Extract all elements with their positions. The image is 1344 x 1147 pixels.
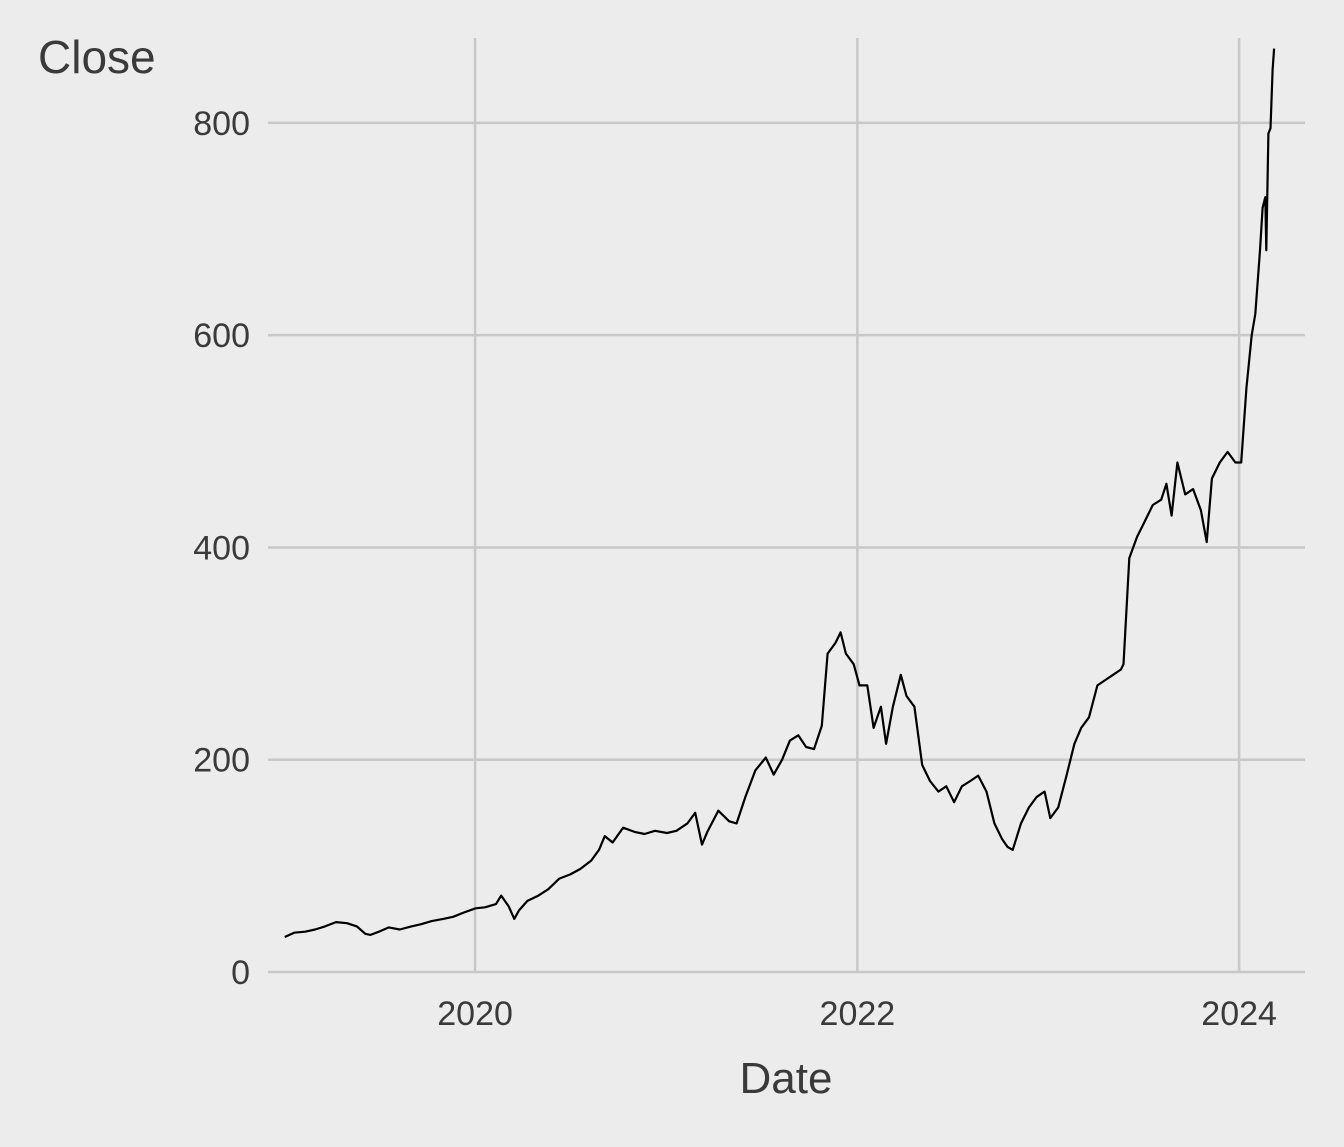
series-line [284,48,1276,939]
x-tick-label: 2024 [1201,995,1277,1033]
y-tick-label: 400 [193,529,250,567]
y-tick-label: 200 [193,742,250,780]
y-tick-label: 0 [231,954,250,992]
y-tick-label: 800 [193,105,250,143]
x-tick-label: 2022 [820,995,896,1033]
y-axis-ticks: 0 200 400 600 800 [193,105,250,992]
y-axis-label: Close [38,31,156,83]
y-tick-label: 600 [193,317,250,355]
series-layer [284,48,1276,939]
x-axis-ticks: 2020 2022 2024 [437,995,1277,1033]
grid [268,38,1305,974]
x-tick-label: 2020 [437,995,513,1033]
x-axis-label: Date [740,1054,833,1103]
